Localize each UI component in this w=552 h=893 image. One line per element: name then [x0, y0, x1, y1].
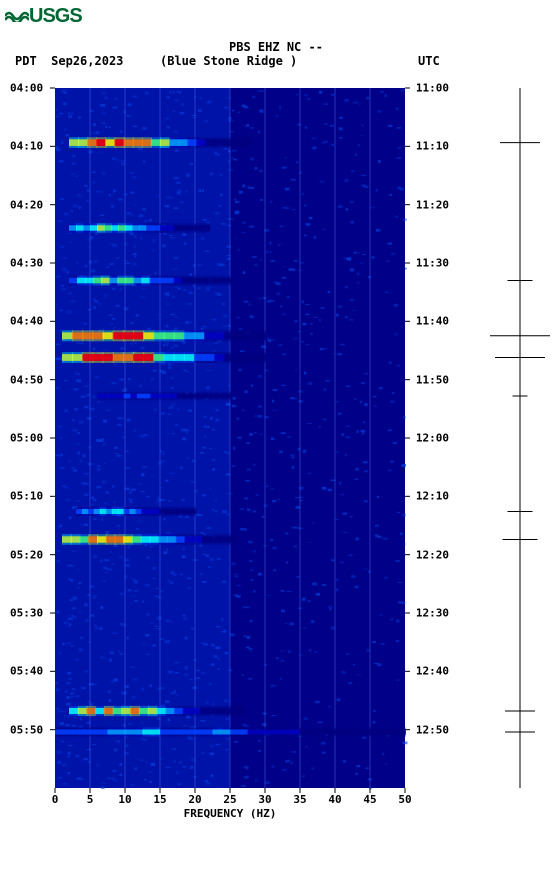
x-tick: 25 — [223, 793, 236, 806]
y-right-tick: 11:40 — [416, 315, 449, 328]
logo-text: USGS — [29, 5, 82, 27]
y-left-tick: 04:30 — [10, 257, 43, 270]
usgs-logo: USGS — [5, 5, 82, 28]
y-left-tick: 04:50 — [10, 373, 43, 386]
utc-label: UTC — [418, 54, 440, 68]
y-right-tick: 12:10 — [416, 490, 449, 503]
y-right-tick: 11:10 — [416, 140, 449, 153]
y-left-tick: 05:20 — [10, 548, 43, 561]
y-right-tick: 11:30 — [416, 257, 449, 270]
y-right-tick: 12:30 — [416, 607, 449, 620]
x-tick: 35 — [293, 793, 306, 806]
spectrogram-plot: 04:0004:1004:2004:3004:4004:5005:0005:10… — [55, 88, 405, 788]
y-left-tick: 05:10 — [10, 490, 43, 503]
y-right-tick: 11:00 — [416, 82, 449, 95]
x-tick: 45 — [363, 793, 376, 806]
x-tick: 15 — [153, 793, 166, 806]
x-tick: 0 — [52, 793, 59, 806]
y-left-tick: 04:10 — [10, 140, 43, 153]
chart-title: PBS EHZ NC -- — [0, 40, 552, 54]
y-left-tick: 04:00 — [10, 82, 43, 95]
y-left-tick: 05:30 — [10, 607, 43, 620]
y-right-tick: 12:20 — [416, 548, 449, 561]
x-tick: 10 — [118, 793, 131, 806]
y-left-tick: 05:50 — [10, 723, 43, 736]
y-right-tick: 11:50 — [416, 373, 449, 386]
y-left-tick: 04:20 — [10, 198, 43, 211]
x-tick: 40 — [328, 793, 341, 806]
pdt-label: PDT Sep26,2023 — [15, 54, 123, 68]
x-tick: 5 — [87, 793, 94, 806]
y-left-tick: 05:40 — [10, 665, 43, 678]
y-right-tick: 12:40 — [416, 665, 449, 678]
y-right-tick: 12:00 — [416, 432, 449, 445]
y-right-tick: 12:50 — [416, 723, 449, 736]
spectrogram-svg — [55, 88, 405, 788]
event-marker-axis — [490, 88, 550, 788]
x-tick: 50 — [398, 793, 411, 806]
station-label: (Blue Stone Ridge ) — [160, 54, 297, 68]
x-axis-label: FREQUENCY (HZ) — [184, 807, 277, 820]
y-right-tick: 11:20 — [416, 198, 449, 211]
y-left-tick: 04:40 — [10, 315, 43, 328]
event-markers-svg — [490, 88, 550, 788]
x-tick: 20 — [188, 793, 201, 806]
y-left-tick: 05:00 — [10, 432, 43, 445]
x-tick: 30 — [258, 793, 271, 806]
